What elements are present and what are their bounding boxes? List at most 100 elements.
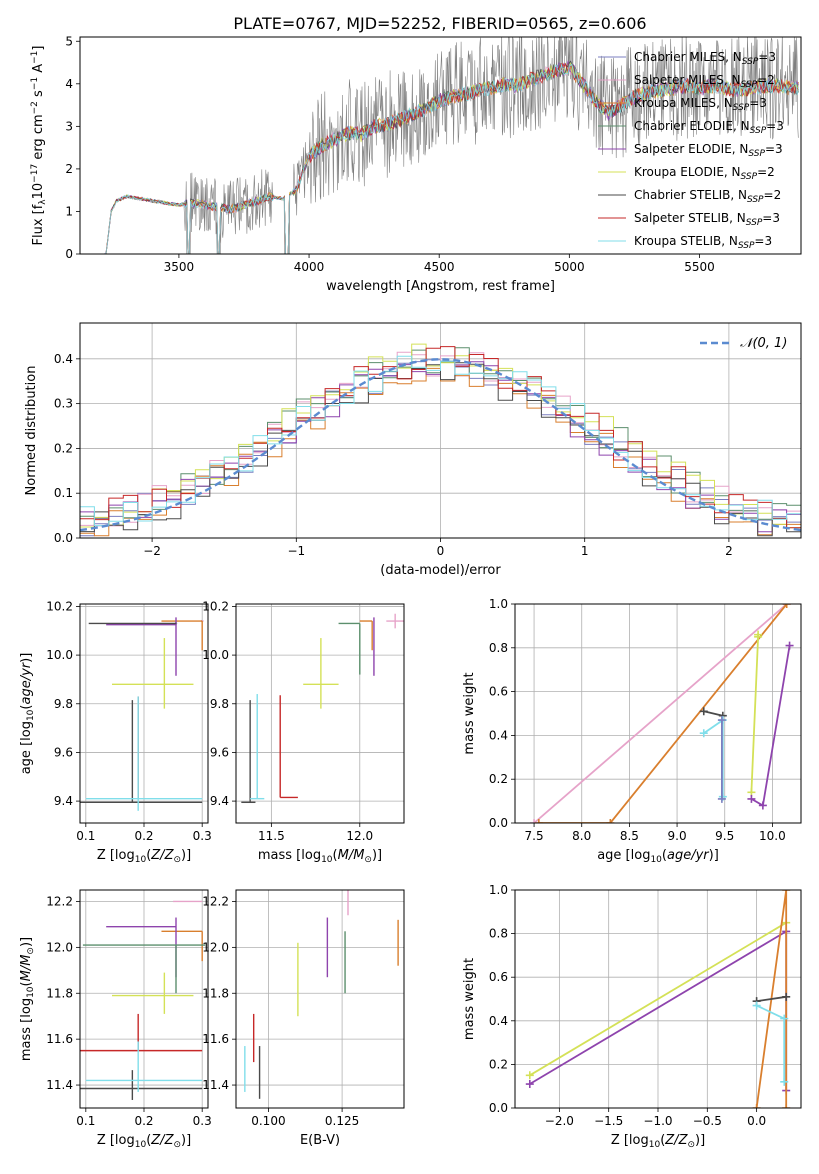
legend-nssp-subscript: SSP (750, 126, 767, 136)
mass-weight-marker (780, 1077, 789, 1086)
legend-equals: = (766, 119, 776, 133)
data-layer (80, 617, 204, 811)
x-tick-label: 0.3 (193, 1114, 212, 1128)
y-tick-label: 0.2 (489, 772, 508, 786)
y-tick-label: 2 (65, 162, 73, 176)
legend-nssp-prefix: , N (724, 165, 741, 179)
label-part: age [log (19, 721, 34, 774)
legend-entry-salpeter-elodie: Salpeter ELODIE, NSSP=3 (634, 142, 783, 159)
x-tick-label: 9.5 (715, 829, 734, 843)
legend-nssp-subscript: SSP (741, 172, 758, 182)
mass-weight-marker (606, 819, 615, 823)
histogram-step-line (80, 355, 801, 527)
y-tick-label: 0.6 (489, 970, 508, 984)
x-tick-label: 10.0 (759, 829, 786, 843)
legend-nssp-value: 2 (774, 188, 782, 202)
normal-distribution-legend-label: 𝒩(0, 1) (740, 336, 787, 351)
legend-equals: = (758, 50, 768, 64)
y-tick-label: 0.6 (489, 685, 508, 699)
legend-equals: = (749, 96, 759, 110)
legend-nssp-value: 3 (775, 142, 783, 156)
label-part: 10 (26, 986, 36, 998)
mass-weight-line (756, 995, 787, 1003)
y-tick-label: 4 (65, 77, 73, 91)
legend-nssp-value: 3 (776, 119, 784, 133)
y-tick-label: 5 (65, 34, 73, 48)
x-tick-label: 0.2 (134, 1114, 153, 1128)
axes-frame (235, 889, 405, 1109)
label-part: Z/Z (150, 848, 174, 863)
x-tick-label: 5000 (554, 260, 585, 274)
label-part: Z [log (611, 1133, 649, 1148)
y-tick-label: 9.4 (54, 794, 73, 808)
label-part: )] (372, 848, 382, 863)
x-tick-label: −1.5 (594, 1114, 623, 1128)
mass-weight-line (703, 718, 724, 797)
label-part: ⊙ (26, 947, 36, 955)
y-tick-label: 11.8 (202, 986, 229, 1000)
mass-weight-marker (717, 794, 726, 803)
y-tick-label: 0.0 (489, 1101, 508, 1115)
x-axis-label: Z [log10(Z/Z⊙)] (611, 1133, 705, 1150)
axes-frame (79, 603, 209, 824)
x-tick-label: 12.0 (346, 829, 373, 843)
y-axis-label: age [log10(age/yr)] (19, 653, 36, 775)
label-part: )] (181, 1133, 191, 1148)
y-tick-label: 11.4 (202, 1078, 229, 1092)
x-axis-label: Z [log10(Z/Z⊙)] (97, 848, 191, 865)
x-tick-label: −2 (143, 544, 161, 558)
y-tick-label: 10.0 (46, 648, 73, 662)
x-tick-label: 9.0 (668, 829, 687, 843)
y-tick-label: 9.8 (210, 697, 229, 711)
label-part: ( (146, 848, 151, 863)
label-part: age [log (597, 848, 650, 863)
data-layer (525, 890, 791, 1108)
mass-vs-ebv-panel: 0.100 0.125 11.4 11.6 11.8 12.0 12.2 E(B-V) (202, 889, 405, 1148)
legend-nssp-prefix: , N (725, 50, 742, 64)
data-layer (530, 604, 794, 823)
label-part: mass [log (258, 848, 321, 863)
legend-nssp-prefix: , N (724, 73, 741, 87)
legend-nssp-prefix: , N (716, 96, 733, 110)
x-tick-label: 3500 (164, 260, 195, 274)
age-vs-metallicity-panel: 0.1 0.2 0.39.49.69.810.010.2Z [log10(Z/Z⊙)… (19, 599, 212, 865)
y-tick-label: 0.3 (54, 397, 73, 411)
x-tick-label: 0.3 (193, 829, 212, 843)
normal-distribution-curve (80, 358, 801, 532)
mass-weight-marker (754, 630, 763, 639)
legend-equals: = (764, 188, 774, 202)
label-part: 10 (135, 855, 147, 865)
x-tick-label: 0.1 (76, 829, 95, 843)
mass-weight-vs-metallicity-panel: −2.0 −1.5 −1.0 −0.5 0.0 0.0 0.2 0.4 0.6 0.8 1.0 Z [… (462, 883, 802, 1150)
mass-weight-marker (699, 707, 708, 716)
legend-model-name: Kroupa MILES (634, 96, 716, 110)
x-tick-label: 8.0 (572, 829, 591, 843)
data-layer (244, 890, 399, 1099)
axes-frame (514, 603, 802, 824)
figure-title: PLATE=0767, MJD=52252, FIBERID=0565, z=0… (233, 14, 646, 33)
x-tick-label: 0.0 (747, 1114, 766, 1128)
y-axis-label: mass weight (462, 958, 477, 1040)
x-tick-label: 0.2 (134, 829, 153, 843)
label-part: ⊙ (687, 1140, 695, 1150)
residuals-panel: −2 −1 0 1 2 0.0 0.1 0.2 0.3 0.4 (data-model)/error… (24, 322, 802, 578)
y-tick-label: 10.2 (202, 599, 229, 613)
label-part: M/M (19, 955, 34, 982)
label-part: M/M (338, 848, 365, 863)
label-part: 10 (649, 1140, 661, 1150)
y-tick-label: 0.4 (489, 1014, 508, 1028)
legend-equals: = (757, 73, 767, 87)
legend-nssp-prefix: , N (733, 119, 750, 133)
y-tick-label: 1.0 (489, 883, 508, 897)
mass-weight-vs-age-panel: 7.5 8.0 8.5 9.0 9.5 10.0 0.0 0.2 0.4 0.6 0.8 1.0 age… (462, 597, 802, 865)
data-layer (241, 613, 404, 804)
y-tick-label: 11.4 (46, 1078, 73, 1092)
label-part: age/yr (19, 661, 34, 704)
x-axis-label: E(B-V) (300, 1133, 340, 1148)
mass-weight-marker (699, 729, 708, 738)
axes-frame (79, 322, 802, 539)
label-part: age/yr (667, 848, 710, 863)
x-tick-label: 4500 (424, 260, 455, 274)
y-tick-label: 12.2 (202, 894, 229, 908)
plot-area (80, 604, 208, 823)
